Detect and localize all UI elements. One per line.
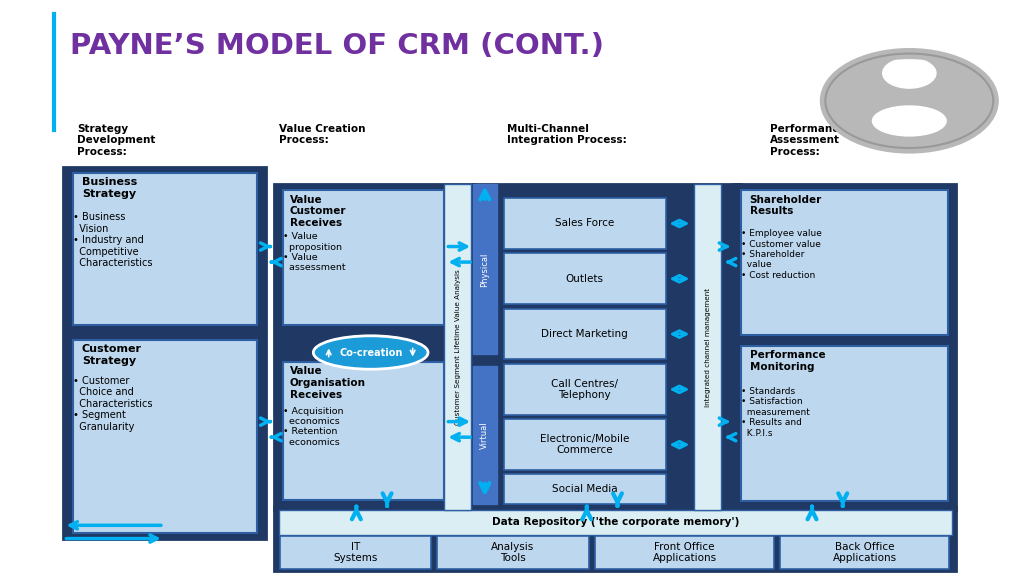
Circle shape [883, 58, 936, 88]
Text: Customer Segment Lifetime Value Analysis: Customer Segment Lifetime Value Analysis [455, 270, 461, 425]
Text: Physical: Physical [480, 252, 489, 287]
Bar [283, 362, 444, 500]
Bar [274, 184, 474, 510]
Text: Integrated channel management: Integrated channel management [705, 288, 711, 407]
Text: Direct Marketing: Direct Marketing [542, 329, 628, 339]
Text: Front Office
Applications: Front Office Applications [652, 542, 717, 563]
Text: Virtual: Virtual [480, 421, 489, 449]
Text: Co-creation: Co-creation [339, 347, 402, 358]
Text: • Business
  Vision
• Industry and
  Competitive
  Characteristics: • Business Vision • Industry and Competi… [73, 212, 153, 268]
Bar [437, 536, 589, 569]
Text: Value
Customer
Receives: Value Customer Receives [290, 195, 346, 228]
Bar [279, 510, 952, 535]
Bar [283, 190, 444, 325]
Bar [63, 167, 266, 539]
Ellipse shape [872, 106, 946, 136]
Bar [741, 190, 948, 335]
Text: • Acquisition
  economics
• Retention
  economics: • Acquisition economics • Retention econ… [283, 407, 343, 447]
Text: Business
Strategy: Business Strategy [82, 177, 137, 199]
Text: Performance
Monitoring: Performance Monitoring [750, 350, 825, 372]
Text: Social Media: Social Media [552, 484, 617, 494]
Bar [473, 184, 497, 354]
Bar [274, 507, 956, 571]
Ellipse shape [313, 336, 428, 369]
Text: Call Centres/
Telephony: Call Centres/ Telephony [551, 378, 618, 400]
Text: • Standards
• Satisfaction
  measurement
• Results and
  K.P.I.s: • Standards • Satisfaction measurement •… [741, 387, 810, 438]
Circle shape [825, 54, 993, 148]
Text: Data Repository ('the corporate memory'): Data Repository ('the corporate memory') [492, 517, 739, 528]
Text: • Value
  proposition
• Value
  assessment: • Value proposition • Value assessment [283, 232, 345, 272]
Bar [504, 253, 666, 304]
Text: Electronic/Mobile
Commerce: Electronic/Mobile Commerce [540, 434, 630, 456]
Bar [504, 364, 666, 415]
Text: Analysis
Tools: Analysis Tools [492, 542, 535, 563]
Bar [780, 536, 949, 569]
Text: Back Office
Applications: Back Office Applications [833, 542, 897, 563]
Text: Outlets: Outlets [565, 274, 604, 284]
Text: Sales Force: Sales Force [555, 218, 614, 229]
Bar [473, 184, 741, 510]
Bar [504, 474, 666, 504]
Text: PAYNE’S MODEL OF CRM (CONT.): PAYNE’S MODEL OF CRM (CONT.) [70, 32, 603, 60]
Bar [741, 346, 948, 501]
Text: Value Creation
Process:: Value Creation Process: [279, 124, 365, 146]
Text: Value
Organisation
Receives: Value Organisation Receives [290, 366, 366, 400]
Bar [473, 366, 497, 504]
Bar [733, 184, 956, 510]
Bar [444, 184, 471, 510]
Bar [73, 173, 257, 325]
Text: Strategy
Development
Process:: Strategy Development Process: [77, 124, 156, 157]
Bar [280, 536, 431, 569]
Text: Shareholder
Results: Shareholder Results [750, 195, 822, 217]
Text: Performance
Assessment
Process:: Performance Assessment Process: [770, 124, 846, 157]
Bar [694, 184, 721, 510]
Text: Customer
Strategy: Customer Strategy [82, 344, 142, 366]
Text: IT
Systems: IT Systems [333, 542, 378, 563]
Bar [504, 309, 666, 359]
Text: • Employee value
• Customer value
• Shareholder
  value
• Cost reduction: • Employee value • Customer value • Shar… [741, 229, 822, 280]
Bar [595, 536, 774, 569]
Text: • Customer
  Choice and
  Characteristics
• Segment
  Granularity: • Customer Choice and Characteristics • … [73, 376, 153, 432]
Text: Multi-Channel
Integration Process:: Multi-Channel Integration Process: [507, 124, 627, 146]
Bar [504, 419, 666, 470]
Bar [73, 340, 257, 533]
Bar [504, 198, 666, 249]
